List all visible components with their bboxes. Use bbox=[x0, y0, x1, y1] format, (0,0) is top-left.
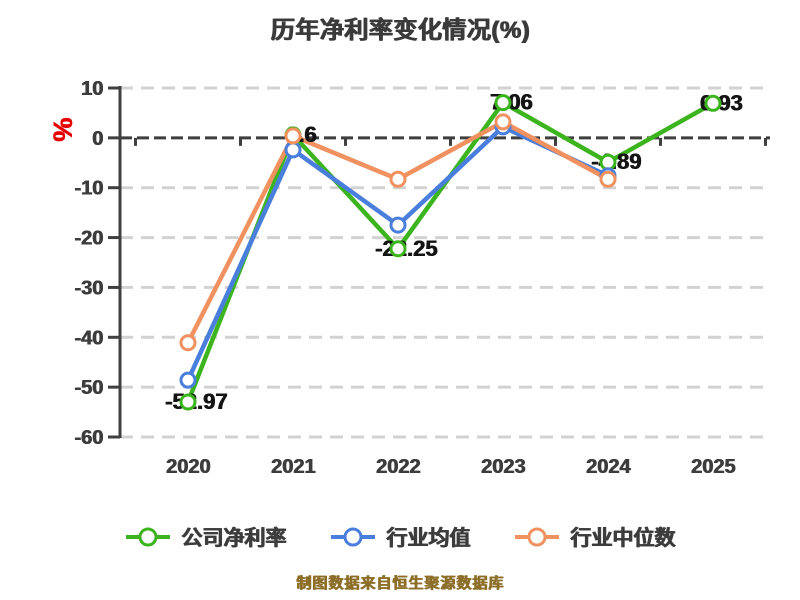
legend-item-company-net-margin[interactable]: 公司净利率 bbox=[125, 522, 286, 552]
marker-1-2021 bbox=[284, 141, 302, 159]
data-source-caption: 制图数据来自恒生聚源数据库 bbox=[295, 575, 504, 592]
x-tick-label-2023: 2023 bbox=[481, 456, 526, 478]
y-tick-label--60: -60 bbox=[74, 427, 103, 449]
marker-1-2020 bbox=[179, 371, 197, 389]
y-tick-label-0: 0 bbox=[92, 128, 103, 150]
legend-marker-icon bbox=[126, 527, 170, 547]
marker-1-2022 bbox=[389, 216, 407, 234]
marker-0-2023 bbox=[494, 94, 512, 112]
legend-label: 行业中位数 bbox=[570, 527, 675, 550]
legend-item-industry-average[interactable]: 行业均值 bbox=[330, 522, 470, 552]
y-tick-label--50: -50 bbox=[74, 377, 103, 399]
x-tick-label-2020: 2020 bbox=[166, 456, 211, 478]
x-tick-label-2021: 2021 bbox=[271, 456, 316, 478]
chart-legend: 公司净利率 行业均值 行业中位数 bbox=[0, 514, 800, 560]
series-line-0 bbox=[185, 100, 716, 405]
marker-0-2020 bbox=[179, 393, 197, 411]
y-tick-label-10: 10 bbox=[81, 78, 103, 100]
marker-0-2024 bbox=[599, 153, 617, 171]
marker-2-2022 bbox=[389, 170, 407, 188]
marker-2-2020 bbox=[179, 334, 197, 352]
y-tick-label--30: -30 bbox=[74, 277, 103, 299]
marker-2-2023 bbox=[494, 113, 512, 131]
y-tick-label--10: -10 bbox=[74, 178, 103, 200]
x-tick-label-2024: 2024 bbox=[586, 456, 631, 478]
legend-marker-icon bbox=[331, 527, 375, 547]
legend-item-industry-median[interactable]: 行业中位数 bbox=[514, 522, 675, 552]
x-tick-label-2022: 2022 bbox=[376, 456, 421, 478]
marker-2-2024 bbox=[599, 170, 617, 188]
y-tick-label--40: -40 bbox=[74, 327, 103, 349]
marker-0-2025 bbox=[704, 94, 722, 112]
y-tick-label--20: -20 bbox=[74, 228, 103, 250]
marker-0-2022 bbox=[389, 240, 407, 258]
y-axis-unit-label: % bbox=[48, 118, 78, 142]
legend-marker-icon bbox=[515, 527, 559, 547]
line-chart-canvas: 10 0 -10 -20 -30 -40 -50 -60% 2020 2021 2022 2023 20… bbox=[48, 78, 770, 478]
chart-title: 历年净利率变化情况(%) bbox=[270, 17, 530, 44]
legend-label: 公司净利率 bbox=[181, 527, 286, 550]
x-tick-label-2025: 2025 bbox=[691, 456, 736, 478]
legend-label: 行业均值 bbox=[386, 527, 470, 550]
marker-2-2021 bbox=[284, 127, 302, 145]
